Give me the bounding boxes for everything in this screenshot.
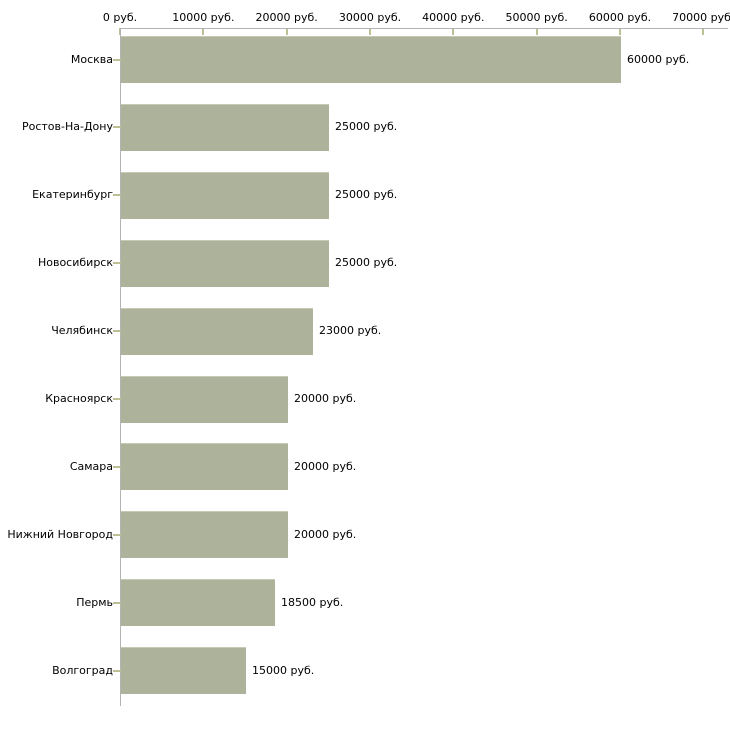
x-axis-tick-label: 30000 руб.: [338, 11, 402, 24]
category-label: Нижний Новгород: [7, 527, 113, 541]
x-axis-tick-mark: [618, 28, 621, 35]
bar: [121, 511, 288, 559]
category-label: Новосибирск: [37, 256, 113, 270]
category-label: Екатеринбург: [32, 188, 113, 202]
category-label: Самара: [69, 459, 113, 473]
x-axis-tick-label: 70000 руб.: [672, 11, 730, 24]
x-axis-tick-label: 0 руб.: [102, 11, 138, 24]
category-label: Ростов-На-Дону: [21, 120, 113, 134]
y-axis-tick-mark: [113, 669, 121, 672]
x-axis-tick-mark: [202, 28, 205, 35]
bar: [121, 36, 621, 83]
y-axis-tick-mark: [113, 58, 121, 61]
x-axis-tick-label: 50000 руб.: [505, 11, 568, 24]
value-label: 25000 руб.: [335, 120, 398, 134]
bar: [121, 171, 329, 219]
x-axis-tick-mark: [535, 28, 538, 35]
category-label: Пермь: [76, 595, 113, 609]
value-label: 15000 руб.: [252, 663, 315, 677]
bar: [121, 239, 329, 287]
value-label: 20000 руб.: [294, 459, 357, 473]
y-axis-line: [120, 28, 121, 706]
category-label: Челябинск: [51, 324, 113, 338]
y-axis-tick-mark: [113, 533, 121, 536]
y-axis-tick-mark: [113, 601, 121, 604]
value-label: 60000 руб.: [627, 52, 690, 66]
y-axis-tick-mark: [113, 330, 121, 333]
x-axis-tick-label: 60000 руб.: [588, 11, 652, 24]
y-axis-tick-mark: [113, 465, 121, 468]
x-axis-tick-label: 10000 руб.: [172, 11, 235, 24]
y-axis-tick-mark: [113, 262, 121, 265]
value-label: 20000 руб.: [294, 392, 357, 405]
category-label: Красноярск: [45, 392, 113, 405]
y-axis-tick-mark: [113, 126, 121, 129]
bar: [121, 647, 246, 695]
bar: [121, 375, 288, 423]
x-axis-tick-label: 40000 руб.: [422, 11, 485, 24]
x-axis-tick-mark: [368, 28, 371, 35]
x-axis-tick-mark: [285, 28, 288, 35]
x-axis-tick-mark: [452, 28, 455, 35]
bar: [121, 307, 313, 355]
x-axis-tick-mark: [702, 28, 705, 35]
bar: [121, 443, 288, 491]
x-axis-tick-label: 20000 руб.: [255, 11, 318, 24]
bar: [121, 579, 275, 627]
category-label: Волгоград: [52, 663, 113, 677]
value-label: 18500 руб.: [281, 595, 344, 609]
value-label: 25000 руб.: [335, 256, 398, 270]
x-axis-line: [120, 28, 728, 29]
value-label: 25000 руб.: [335, 188, 398, 202]
value-label: 23000 руб.: [319, 324, 382, 338]
bar: [121, 103, 329, 151]
y-axis-tick-mark: [113, 398, 121, 400]
category-label: Москва: [70, 52, 113, 66]
y-axis-tick-mark: [113, 194, 121, 197]
value-label: 20000 руб.: [294, 527, 357, 541]
